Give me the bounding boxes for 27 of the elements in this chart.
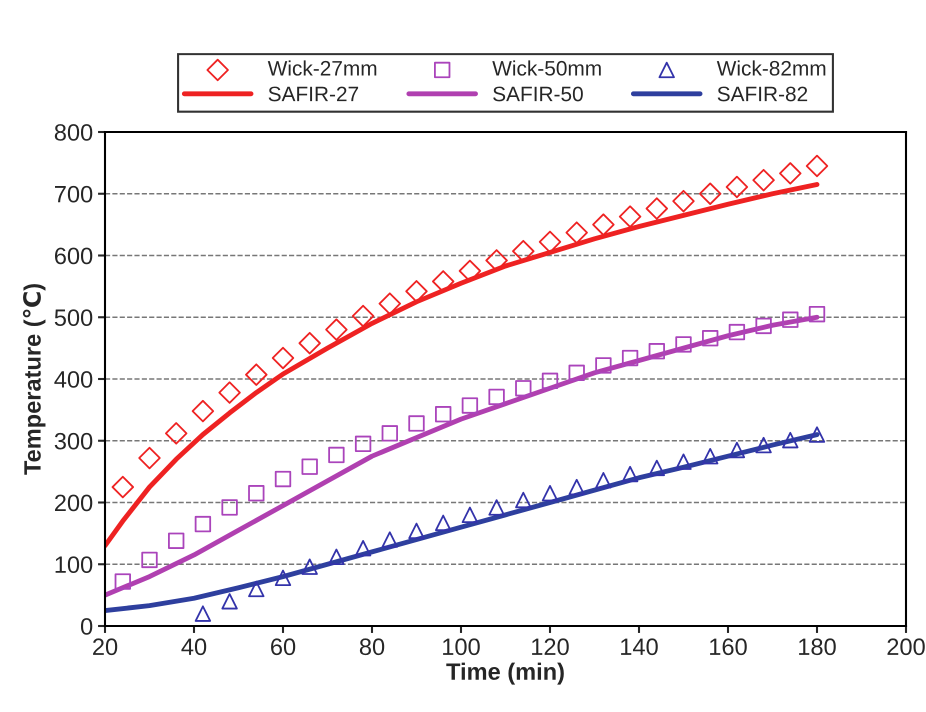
x-tick-label: 140 xyxy=(621,638,658,656)
x-tick-label: 20 xyxy=(93,638,118,656)
y-tick-label: 0 xyxy=(80,618,92,635)
x-tick-label: 40 xyxy=(181,638,206,656)
legend-label: SAFIR-27 xyxy=(268,86,358,102)
x-tick-label: 120 xyxy=(532,638,569,656)
y-tick-label: 600 xyxy=(55,248,92,264)
x-tick-label: 180 xyxy=(799,638,836,656)
y-tick-label: 200 xyxy=(54,494,92,512)
legend-label: Wick-82mm xyxy=(716,60,826,76)
legend-label: Wick-27mm xyxy=(268,60,376,76)
x-tick-label: 80 xyxy=(360,638,384,656)
y-tick-label: 400 xyxy=(54,371,92,388)
y-axis-title: Temperature (℃) xyxy=(22,284,46,475)
legend-label: SAFIR-50 xyxy=(493,86,583,102)
x-tick-label: 200 xyxy=(887,638,925,656)
x-axis-title: Time (min) xyxy=(446,662,564,685)
y-tick-label: 700 xyxy=(55,186,92,203)
x-tick-label: 60 xyxy=(271,638,296,656)
y-tick-label: 100 xyxy=(56,556,92,574)
y-tick-label: 800 xyxy=(54,124,92,141)
legend-label: Wick-50mm xyxy=(492,60,601,76)
y-tick-label: 500 xyxy=(54,309,92,326)
x-tick-label: 100 xyxy=(443,638,480,656)
legend-label: SAFIR-82 xyxy=(718,86,808,102)
x-tick-label: 160 xyxy=(710,638,747,656)
y-tick-label: 300 xyxy=(54,432,92,450)
